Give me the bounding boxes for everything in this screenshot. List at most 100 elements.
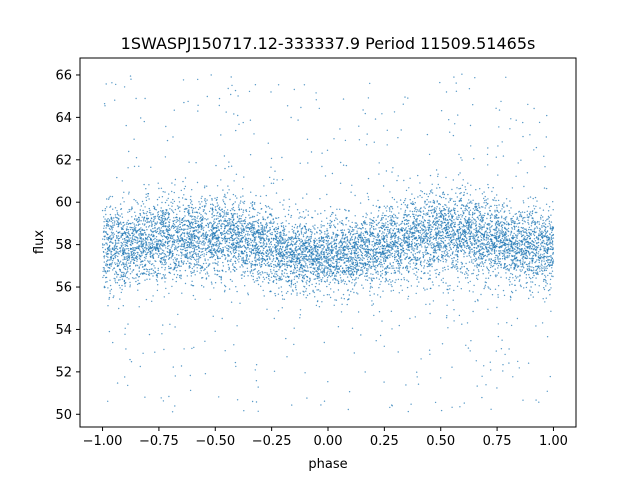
data-point bbox=[115, 272, 117, 274]
data-point bbox=[297, 245, 299, 247]
data-point bbox=[543, 258, 545, 260]
data-point bbox=[197, 220, 200, 223]
data-point bbox=[230, 218, 232, 221]
data-point bbox=[472, 291, 474, 293]
data-point bbox=[148, 244, 150, 246]
data-point bbox=[519, 279, 521, 281]
data-point bbox=[171, 225, 173, 228]
data-point bbox=[110, 226, 112, 228]
data-point bbox=[529, 134, 531, 136]
data-point bbox=[549, 227, 552, 230]
data-point bbox=[391, 171, 393, 173]
data-point bbox=[281, 272, 283, 275]
data-point bbox=[164, 245, 166, 247]
data-point bbox=[395, 245, 398, 247]
data-point bbox=[547, 261, 549, 264]
data-point bbox=[121, 284, 123, 287]
data-point bbox=[329, 250, 331, 252]
data-point bbox=[253, 281, 256, 283]
data-point bbox=[223, 230, 226, 232]
data-point bbox=[422, 222, 425, 224]
data-point bbox=[141, 263, 143, 266]
data-point bbox=[471, 235, 473, 237]
data-point bbox=[512, 219, 514, 222]
data-point bbox=[144, 206, 146, 208]
data-point bbox=[230, 76, 232, 78]
data-point bbox=[451, 198, 453, 200]
data-point bbox=[212, 236, 214, 238]
data-point bbox=[321, 262, 323, 264]
data-point bbox=[459, 232, 461, 234]
data-point bbox=[156, 204, 159, 206]
data-point bbox=[189, 224, 191, 226]
data-point bbox=[407, 295, 410, 298]
data-point bbox=[411, 233, 413, 235]
data-point bbox=[242, 201, 244, 203]
data-point bbox=[330, 269, 332, 271]
data-point bbox=[129, 262, 132, 264]
data-point bbox=[215, 218, 218, 220]
data-point bbox=[391, 280, 394, 282]
data-point bbox=[421, 224, 423, 226]
data-point bbox=[288, 264, 290, 267]
data-point bbox=[228, 267, 231, 270]
data-point bbox=[137, 279, 139, 282]
data-point bbox=[156, 238, 158, 241]
data-point bbox=[389, 246, 392, 249]
data-point bbox=[460, 261, 462, 264]
data-point bbox=[489, 263, 491, 265]
data-point bbox=[116, 276, 118, 278]
data-point bbox=[505, 76, 507, 79]
data-point bbox=[510, 290, 513, 293]
data-point bbox=[326, 230, 329, 232]
data-point bbox=[549, 243, 551, 245]
data-points bbox=[101, 73, 555, 413]
data-point bbox=[134, 252, 136, 255]
data-point bbox=[522, 261, 524, 263]
data-point bbox=[457, 234, 460, 236]
data-point bbox=[474, 204, 476, 206]
data-point bbox=[524, 247, 526, 250]
data-point bbox=[371, 300, 373, 302]
data-point bbox=[383, 381, 385, 383]
data-point bbox=[494, 236, 497, 238]
data-point bbox=[258, 219, 260, 221]
data-point bbox=[497, 250, 500, 252]
data-point bbox=[133, 259, 135, 261]
data-point bbox=[278, 249, 280, 251]
data-point bbox=[334, 236, 337, 238]
data-point bbox=[146, 217, 148, 219]
data-point bbox=[253, 203, 256, 205]
data-point bbox=[488, 251, 490, 253]
data-point bbox=[362, 232, 364, 235]
data-point bbox=[182, 204, 184, 206]
data-point bbox=[256, 251, 258, 254]
data-point bbox=[266, 273, 269, 276]
data-point bbox=[236, 239, 238, 242]
data-point bbox=[236, 245, 238, 247]
data-point bbox=[243, 220, 246, 222]
data-point bbox=[168, 245, 170, 247]
data-point bbox=[377, 222, 379, 225]
data-point bbox=[127, 323, 129, 325]
data-point bbox=[262, 281, 264, 283]
data-point bbox=[196, 248, 198, 251]
data-point bbox=[401, 251, 403, 254]
data-point bbox=[318, 254, 321, 256]
data-point bbox=[290, 270, 293, 272]
data-point bbox=[154, 241, 156, 243]
data-point bbox=[549, 375, 551, 378]
data-point bbox=[489, 220, 492, 222]
data-point bbox=[110, 259, 112, 261]
data-point bbox=[531, 221, 534, 223]
data-point bbox=[185, 246, 188, 249]
data-point bbox=[534, 261, 536, 264]
data-point bbox=[195, 229, 197, 231]
data-point bbox=[349, 270, 352, 272]
data-point bbox=[172, 243, 174, 245]
data-point bbox=[524, 216, 526, 219]
data-point bbox=[387, 216, 389, 218]
data-point bbox=[424, 237, 426, 239]
data-point bbox=[155, 236, 158, 238]
data-point bbox=[378, 246, 380, 248]
